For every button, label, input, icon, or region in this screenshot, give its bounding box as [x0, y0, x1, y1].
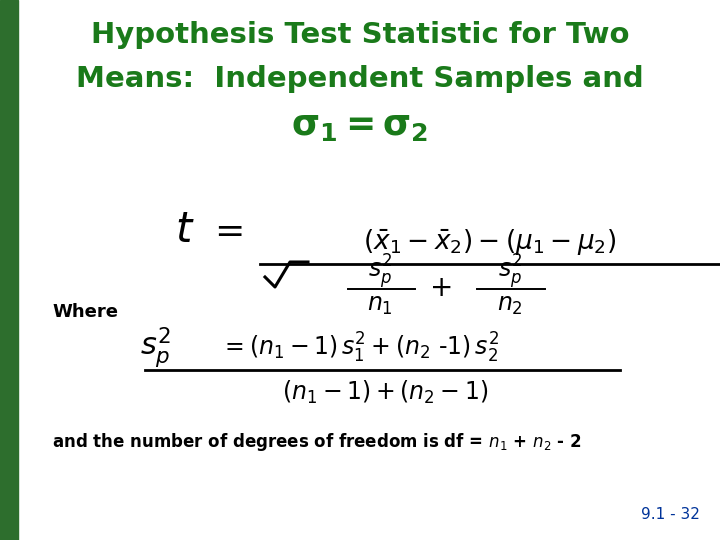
- Text: and the number of degrees of freedom is df = $n_1$ + $n_2$ - 2: and the number of degrees of freedom is …: [52, 431, 582, 453]
- Text: $s_p^2$: $s_p^2$: [140, 326, 171, 370]
- Text: $n_2$: $n_2$: [497, 293, 523, 317]
- Text: $(\bar{x}_1 - \bar{x}_2) - (\mu_1 - \mu_2)$: $(\bar{x}_1 - \bar{x}_2) - (\mu_1 - \mu_…: [364, 228, 616, 258]
- Text: $s_p^2$: $s_p^2$: [368, 253, 392, 292]
- Bar: [0, 0, 18, 540]
- Text: $(n_1 - 1) + (n_2 - 1)$: $(n_1 - 1) + (n_2 - 1)$: [282, 379, 488, 406]
- Text: $n_1$: $n_1$: [367, 293, 393, 317]
- Text: 9.1 - 32: 9.1 - 32: [641, 507, 700, 522]
- Text: $\mathbf{\sigma_1 = \sigma_2}$: $\mathbf{\sigma_1 = \sigma_2}$: [292, 109, 428, 143]
- Text: $+$: $+$: [429, 274, 451, 302]
- Text: Where: Where: [52, 303, 118, 321]
- Text: $s_p^2$: $s_p^2$: [498, 253, 522, 292]
- Text: $=$: $=$: [207, 213, 243, 247]
- Text: $= (n_1 - 1)\,s_1^2 + (n_2\text{ -1})\,s_2^2$: $= (n_1 - 1)\,s_1^2 + (n_2\text{ -1})\,s…: [220, 331, 499, 365]
- Text: Hypothesis Test Statistic for Two: Hypothesis Test Statistic for Two: [91, 21, 629, 49]
- Text: Means:  Independent Samples and: Means: Independent Samples and: [76, 65, 644, 93]
- Text: $t$: $t$: [175, 209, 195, 251]
